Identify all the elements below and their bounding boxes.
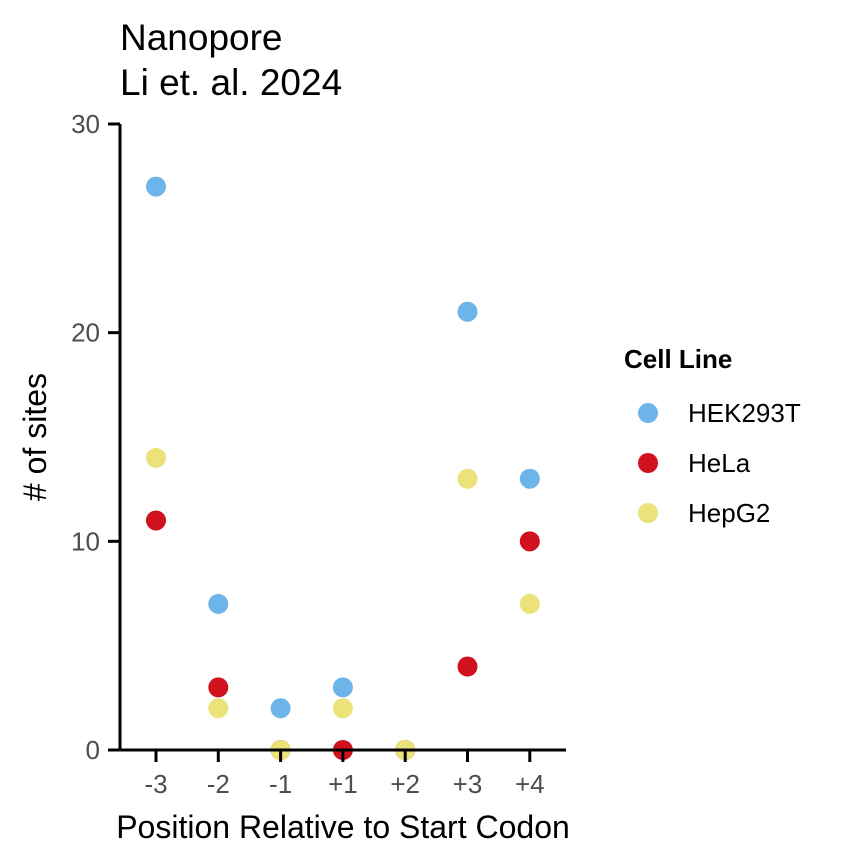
x-tick-label: +1 — [328, 769, 358, 799]
point-hepg2 — [332, 698, 353, 719]
point-hepg2 — [146, 447, 166, 468]
point-hek293t — [519, 468, 540, 489]
legend-key-hela — [638, 453, 658, 473]
point-hela — [208, 677, 229, 698]
legend-key-hek293t — [638, 403, 658, 423]
x-tick-label: -1 — [269, 769, 292, 799]
y-tick-label: 10 — [71, 526, 100, 556]
x-tick-label: +4 — [515, 769, 545, 799]
legend: Cell Line HEK293T HeLa HepG2 — [624, 344, 801, 528]
point-hek293t — [457, 301, 478, 322]
point-hela — [146, 510, 166, 531]
plot-area — [146, 176, 540, 760]
y-axis-title: # of sites — [17, 373, 53, 501]
x-tick-label: -2 — [207, 769, 230, 799]
legend-title: Cell Line — [624, 344, 732, 374]
legend-label-hek293t: HEK293T — [688, 398, 801, 428]
y-tick-label: 0 — [86, 735, 100, 765]
x-axis-ticks: -3 -2 -1 +1 +2 +3 +4 — [144, 750, 545, 799]
x-tick-label: +2 — [390, 769, 420, 799]
point-hek293t — [270, 698, 291, 719]
x-tick-label: +3 — [453, 769, 483, 799]
point-hek293t — [208, 593, 229, 614]
point-hek293t — [146, 176, 166, 197]
legend-label-hela: HeLa — [688, 448, 751, 478]
x-tick-label: -3 — [144, 769, 167, 799]
legend-key-hepg2 — [638, 503, 658, 523]
y-tick-label: 30 — [71, 109, 100, 139]
point-hepg2 — [519, 593, 540, 614]
chart-title-line-2: Li et. al. 2024 — [120, 62, 342, 103]
x-axis-title: Position Relative to Start Codon — [116, 809, 570, 845]
y-tick-label: 20 — [71, 318, 100, 348]
chart-title-line-1: Nanopore — [120, 17, 283, 58]
legend-label-hepg2: HepG2 — [688, 498, 770, 528]
point-hepg2 — [457, 468, 478, 489]
legend-items: HEK293T HeLa HepG2 — [638, 398, 801, 528]
point-hepg2 — [208, 698, 229, 719]
point-hek293t — [332, 677, 353, 698]
y-axis-ticks: 0 10 20 30 — [71, 109, 120, 765]
point-hela — [457, 656, 478, 677]
point-hela — [519, 531, 540, 552]
